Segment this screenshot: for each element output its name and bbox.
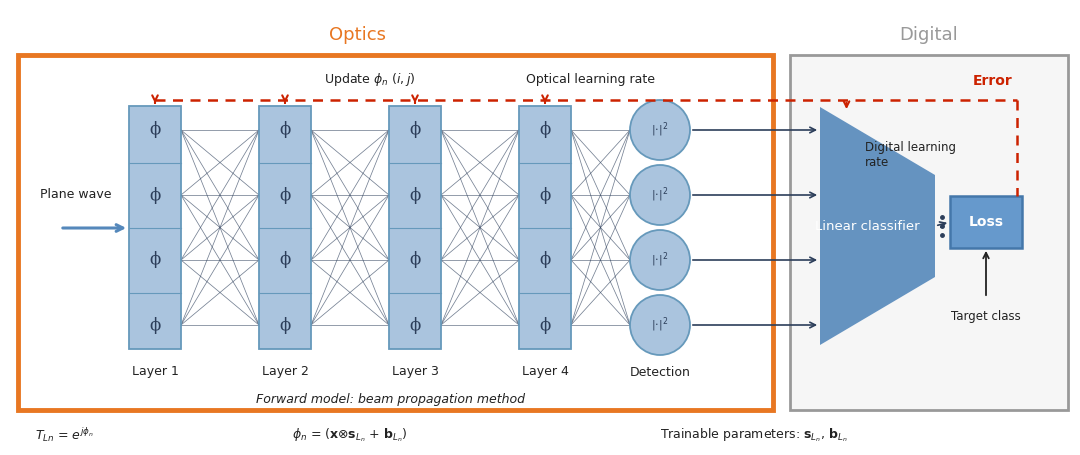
Text: ϕ: ϕ (280, 317, 291, 334)
Text: ϕ: ϕ (539, 121, 551, 138)
Text: Optical learning rate: Optical learning rate (526, 74, 654, 86)
Text: Forward model: beam propagation method: Forward model: beam propagation method (256, 394, 525, 406)
Text: ϕ: ϕ (539, 317, 551, 334)
Text: ϕ: ϕ (409, 317, 420, 334)
Text: Linear classifier: Linear classifier (815, 219, 920, 233)
Bar (789, 55, 1068, 410)
Bar (18, 55, 773, 410)
Text: ϕ: ϕ (280, 252, 291, 268)
Text: ϕ: ϕ (409, 121, 420, 138)
Text: ϕ: ϕ (149, 252, 161, 268)
Text: Trainable parameters: $\mathbf{s}_{L_n}$, $\mathbf{b}_{L_n}$: Trainable parameters: $\mathbf{s}_{L_n}$… (660, 426, 848, 444)
Text: Layer 1: Layer 1 (132, 365, 178, 379)
Text: ϕ: ϕ (280, 187, 291, 203)
Polygon shape (820, 107, 935, 345)
Text: Digital learning
rate: Digital learning rate (864, 141, 956, 169)
Text: Optics: Optics (329, 26, 387, 44)
Text: Detection: Detection (630, 365, 690, 379)
Text: |$\cdot$|$^2$: |$\cdot$|$^2$ (651, 186, 669, 204)
Text: Update $\phi_n$ $(i, j)$: Update $\phi_n$ $(i, j)$ (324, 71, 416, 89)
Text: Error: Error (972, 74, 1012, 88)
Text: Target class: Target class (951, 310, 1021, 323)
Text: |$\cdot$|$^2$: |$\cdot$|$^2$ (651, 121, 669, 139)
Bar (950, 196, 1022, 248)
Text: ϕ: ϕ (149, 187, 161, 203)
Text: Plane wave: Plane wave (40, 188, 111, 202)
Text: $\phi_n$ = ($\mathbf{x}$$\otimes$$\mathbf{s}_{L_n}$ + $\mathbf{b}_{L_n}$): $\phi_n$ = ($\mathbf{x}$$\otimes$$\mathb… (293, 426, 408, 444)
Bar (129, 106, 181, 349)
Text: ϕ: ϕ (409, 187, 420, 203)
Text: ϕ: ϕ (149, 121, 161, 138)
Text: ϕ: ϕ (539, 252, 551, 268)
Circle shape (630, 100, 690, 160)
Text: ϕ: ϕ (280, 121, 291, 138)
Text: |$\cdot$|$^2$: |$\cdot$|$^2$ (651, 251, 669, 269)
Bar (519, 106, 571, 349)
Circle shape (630, 165, 690, 225)
Circle shape (630, 295, 690, 355)
Text: Layer 3: Layer 3 (392, 365, 438, 379)
Text: Loss: Loss (969, 215, 1003, 229)
Bar (389, 106, 441, 349)
Text: ϕ: ϕ (539, 187, 551, 203)
Text: Digital: Digital (900, 26, 958, 44)
Bar (259, 106, 311, 349)
Text: Layer 2: Layer 2 (261, 365, 309, 379)
Text: |$\cdot$|$^2$: |$\cdot$|$^2$ (651, 316, 669, 334)
Circle shape (630, 230, 690, 290)
Text: ϕ: ϕ (409, 252, 420, 268)
Text: ϕ: ϕ (149, 317, 161, 334)
Text: $T_{Ln}$ = $e^{j\phi_n}$: $T_{Ln}$ = $e^{j\phi_n}$ (35, 426, 94, 444)
Text: Layer 4: Layer 4 (522, 365, 568, 379)
